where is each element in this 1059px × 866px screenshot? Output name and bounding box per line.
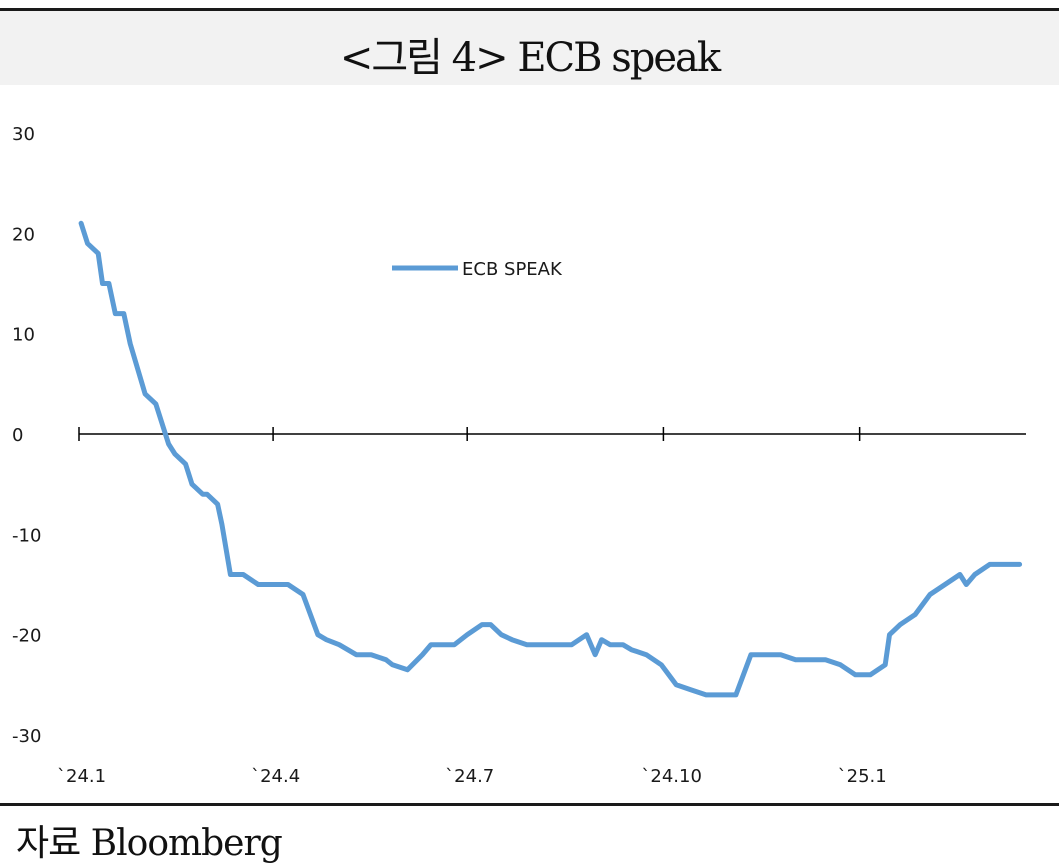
- y-tick-label: 10: [12, 325, 35, 346]
- y-tick-label: -30: [12, 726, 41, 747]
- title-band: <그림 4> ECB speak: [0, 8, 1059, 85]
- y-tick-label: -20: [12, 626, 41, 647]
- y-tick-label: 30: [12, 124, 35, 145]
- y-tick-label: -10: [12, 525, 41, 546]
- y-tick-label: 20: [12, 224, 35, 245]
- source-divider: [0, 803, 1059, 806]
- x-tick-label: `24.1: [57, 766, 106, 787]
- x-tick-label: `24.10: [641, 766, 702, 787]
- x-tick-label: `24.7: [445, 766, 494, 787]
- x-tick-label: `25.1: [838, 766, 887, 787]
- x-tick-label: `24.4: [251, 766, 300, 787]
- y-tick-label: 0: [12, 425, 23, 446]
- source-note: 자료 Bloomberg: [16, 823, 283, 864]
- line-chart: 30 20 10 0 -10 -20 -30 `24.1 `24.4 `24.7 `24.10 `25…: [12, 124, 1026, 787]
- page-title: <그림 4> ECB speak: [339, 35, 721, 81]
- series-line-ecb-speak: [78, 220, 1023, 698]
- legend-label: ECB SPEAK: [462, 259, 563, 280]
